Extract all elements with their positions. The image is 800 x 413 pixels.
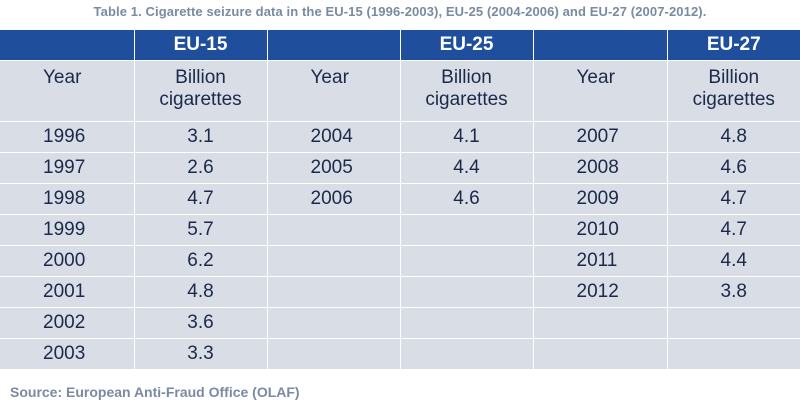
table-row: 1998 4.7 2006 4.6 2009 4.7 <box>0 183 800 215</box>
value-cell <box>400 338 534 370</box>
group-header-row: EU-15 EU-25 EU-27 <box>0 30 800 61</box>
value-cell <box>667 307 800 339</box>
table-row: 1999 5.7 2010 4.7 <box>0 214 800 246</box>
column-header-value: Billion cigarettes <box>667 60 800 122</box>
value-cell <box>400 276 534 308</box>
source-note: Source: European Anti-Fraud Office (OLAF… <box>10 384 300 400</box>
year-cell: 2001 <box>0 276 135 308</box>
year-cell: 2009 <box>533 183 668 215</box>
table-caption: Table 1. Cigarette seizure data in the E… <box>93 4 707 19</box>
year-cell: 1999 <box>0 214 135 246</box>
year-cell <box>267 276 401 308</box>
year-cell: 1998 <box>0 183 135 215</box>
value-cell: 5.7 <box>134 214 268 246</box>
year-cell: 2002 <box>0 307 135 339</box>
table-row: 1997 2.6 2005 4.4 2008 4.6 <box>0 152 800 184</box>
seizure-table: EU-15 EU-25 EU-27 Year Billion cigarette… <box>0 30 800 370</box>
value-cell: 4.7 <box>134 183 268 215</box>
table-row: 2003 3.3 <box>0 338 800 370</box>
year-cell: 2011 <box>533 245 668 277</box>
value-cell <box>400 245 534 277</box>
value-cell: 2.6 <box>134 152 268 184</box>
year-cell <box>533 338 668 370</box>
column-header-year: Year <box>533 60 668 122</box>
value-cell: 3.8 <box>667 276 800 308</box>
year-cell <box>533 307 668 339</box>
group-header-eu15: EU-15 <box>134 30 268 61</box>
value-cell: 3.1 <box>134 121 268 153</box>
table-body: 1996 3.1 2004 4.1 2007 4.8 1997 2.6 2005 4.4 2008 4… <box>0 121 800 370</box>
year-cell: 2008 <box>533 152 668 184</box>
value-cell: 6.2 <box>134 245 268 277</box>
year-cell <box>267 214 401 246</box>
year-cell: 1997 <box>0 152 135 184</box>
year-cell <box>267 245 401 277</box>
value-cell <box>667 338 800 370</box>
group-header-eu27: EU-27 <box>667 30 800 61</box>
year-cell: 2000 <box>0 245 135 277</box>
table-row: 1996 3.1 2004 4.1 2007 4.8 <box>0 121 800 153</box>
value-cell: 4.6 <box>667 152 800 184</box>
table-row: 2000 6.2 2011 4.4 <box>0 245 800 277</box>
value-cell: 4.6 <box>400 183 534 215</box>
year-cell: 2007 <box>533 121 668 153</box>
value-cell: 4.4 <box>400 152 534 184</box>
year-cell <box>267 338 401 370</box>
table-row: 2002 3.6 <box>0 307 800 339</box>
value-cell: 3.6 <box>134 307 268 339</box>
value-cell: 3.3 <box>134 338 268 370</box>
table-row: 2001 4.8 2012 3.8 <box>0 276 800 308</box>
value-cell: 4.8 <box>134 276 268 308</box>
header-spacer <box>267 30 401 61</box>
value-cell <box>400 214 534 246</box>
value-cell: 4.1 <box>400 121 534 153</box>
header-spacer <box>0 30 135 61</box>
column-header-year: Year <box>0 60 135 122</box>
column-header-year: Year <box>267 60 401 122</box>
year-cell: 2006 <box>267 183 401 215</box>
value-cell: 4.7 <box>667 183 800 215</box>
column-header-row: Year Billion cigarettes Year Billion cig… <box>0 60 800 122</box>
year-cell: 2004 <box>267 121 401 153</box>
year-cell: 2012 <box>533 276 668 308</box>
group-header-eu25: EU-25 <box>400 30 534 61</box>
year-cell: 2003 <box>0 338 135 370</box>
year-cell: 2005 <box>267 152 401 184</box>
year-cell: 1996 <box>0 121 135 153</box>
value-cell <box>400 307 534 339</box>
column-header-value: Billion cigarettes <box>134 60 268 122</box>
value-cell: 4.7 <box>667 214 800 246</box>
value-cell: 4.8 <box>667 121 800 153</box>
value-cell: 4.4 <box>667 245 800 277</box>
year-cell: 2010 <box>533 214 668 246</box>
header-spacer <box>533 30 668 61</box>
year-cell <box>267 307 401 339</box>
column-header-value: Billion cigarettes <box>400 60 534 122</box>
